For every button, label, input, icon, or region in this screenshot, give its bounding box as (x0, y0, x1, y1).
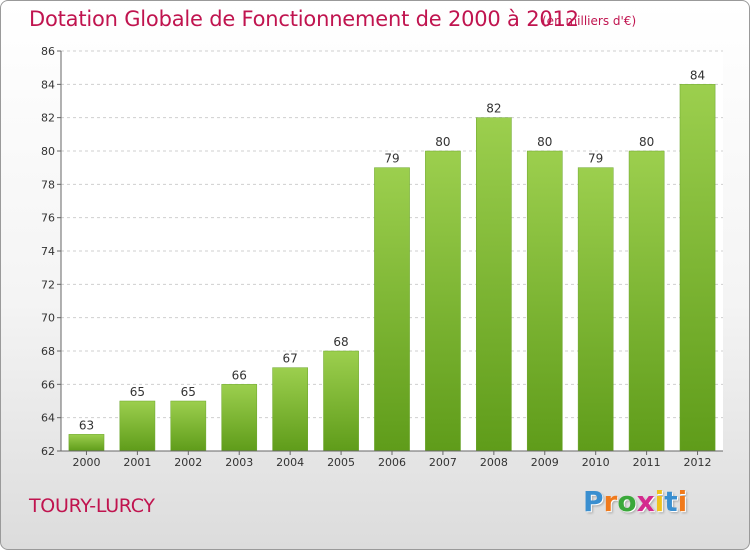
bar-value-label: 80 (639, 135, 654, 149)
logo-letter: r (603, 485, 618, 518)
bar (577, 167, 614, 452)
y-tick-label: 84 (41, 78, 55, 91)
bar (476, 117, 512, 452)
x-tick-label: 2006 (378, 456, 406, 469)
x-tick-label: 2007 (429, 456, 457, 469)
y-tick-label: 82 (41, 112, 55, 125)
chart-subtitle: (en milliers d'€) (542, 14, 637, 28)
x-tick-label: 2003 (225, 456, 253, 469)
y-tick-label: 70 (41, 312, 55, 325)
bar-value-label: 65 (130, 385, 145, 399)
bar-value-label: 63 (79, 418, 94, 432)
logo-letter: i (677, 485, 688, 518)
x-tick-label: 2011 (633, 456, 661, 469)
x-tick-label: 2005 (327, 456, 355, 469)
x-tick-label: 2000 (72, 456, 100, 469)
bar (679, 84, 716, 452)
y-tick-label: 80 (41, 145, 55, 158)
x-tick-label: 2012 (684, 456, 712, 469)
bar (68, 434, 105, 452)
bar (272, 367, 308, 452)
x-tick-label: 2009 (531, 456, 559, 469)
y-tick-label: 86 (41, 45, 55, 58)
y-tick-label: 66 (41, 378, 55, 391)
y-tick-label: 74 (41, 245, 55, 258)
y-tick-label: 64 (41, 412, 55, 425)
bar-value-label: 68 (333, 335, 348, 349)
y-tick-label: 62 (41, 445, 55, 458)
bar-value-label: 66 (232, 368, 247, 382)
bar-value-label: 79 (384, 152, 399, 166)
y-tick-label: 76 (41, 212, 55, 225)
commune-name: TOURY-LURCY (29, 495, 155, 517)
bar (526, 150, 563, 452)
logo-letter: o (617, 485, 637, 518)
bar (628, 150, 665, 452)
bar (323, 350, 359, 452)
x-tick-label: 2001 (123, 456, 151, 469)
x-tick-label: 2008 (480, 456, 508, 469)
y-tick-label: 72 (41, 278, 55, 291)
bar (374, 167, 410, 452)
logo-letter: t (664, 485, 678, 518)
chart-title: Dotation Globale de Fonctionnement de 20… (29, 7, 579, 31)
bar-value-label: 80 (537, 135, 552, 149)
proxiti-logo: Proxiti (583, 485, 687, 518)
bar-value-label: 82 (486, 102, 501, 116)
bar-value-label: 67 (283, 352, 298, 366)
bar (119, 400, 156, 452)
bar (170, 400, 207, 452)
logo-letter: i (654, 485, 665, 518)
bar-value-label: 84 (690, 68, 705, 82)
x-tick-label: 2004 (276, 456, 304, 469)
x-tick-label: 2010 (582, 456, 610, 469)
bar-value-label: 65 (181, 385, 196, 399)
bar-value-label: 80 (435, 135, 450, 149)
x-tick-label: 2002 (174, 456, 202, 469)
bar-value-label: 79 (588, 152, 603, 166)
y-tick-label: 78 (41, 178, 55, 191)
logo-letter: x (636, 485, 655, 518)
y-tick-label: 68 (41, 345, 55, 358)
bar (221, 384, 258, 452)
logo-letter: P (583, 485, 604, 518)
bar (425, 150, 461, 452)
